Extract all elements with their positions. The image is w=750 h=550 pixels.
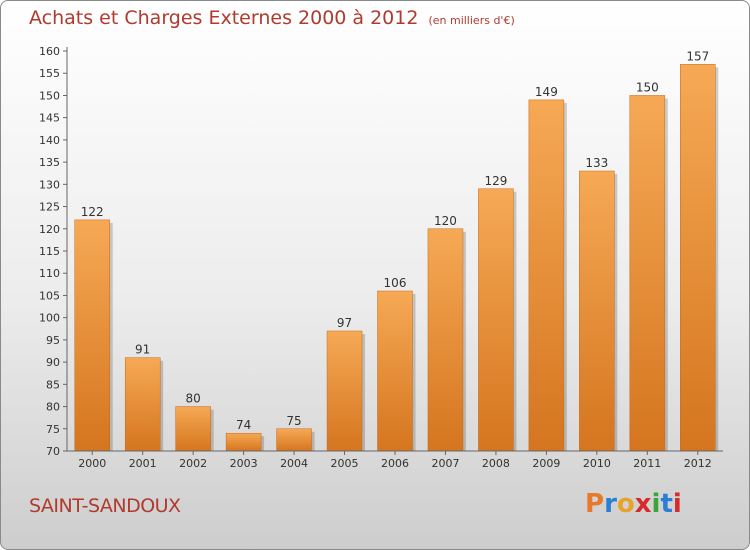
y-tick-label: 75 (46, 423, 60, 436)
data-label-2000: 122 (81, 205, 104, 219)
y-tick-label: 110 (39, 267, 60, 280)
logo-letter: i (672, 489, 682, 519)
proxiti-logo: Proxiti (585, 489, 682, 519)
logo-letter: i (651, 489, 661, 519)
data-label-2001: 91 (135, 343, 150, 357)
data-label-2002: 80 (186, 392, 201, 406)
y-tick-label: 100 (39, 312, 60, 325)
x-tick-label: 2006 (381, 457, 409, 470)
y-tick-label: 145 (39, 112, 60, 125)
logo-letter: t (660, 489, 673, 519)
y-tick-label: 120 (39, 223, 60, 236)
x-tick-label: 2003 (230, 457, 258, 470)
bar-2011 (629, 95, 666, 452)
bar-2012 (680, 64, 716, 452)
data-label-2010: 133 (585, 156, 608, 170)
commune-name: SAINT-SANDOUX (29, 495, 181, 517)
y-axis: 70 75 80 85 90 95 100 105 110 115 120 125 130 135 140 1… (39, 45, 68, 458)
y-tick-label: 135 (39, 156, 60, 169)
x-tick-label: 2012 (684, 457, 712, 470)
chart-title-text: Achats et Charges Externes 2000 à 2012 (29, 7, 419, 29)
logo-letter: o (616, 489, 635, 519)
data-label-2007: 120 (434, 214, 457, 228)
y-tick-label: 80 (46, 401, 60, 414)
x-tick-label: 2011 (633, 457, 661, 470)
y-tick-label: 160 (39, 45, 60, 58)
bar-2008 (478, 188, 514, 452)
bar-2005 (326, 330, 363, 452)
bar-2010 (579, 170, 615, 452)
data-label-2009: 149 (535, 85, 558, 99)
y-tick-label: 155 (39, 67, 60, 80)
bar-2007 (427, 228, 464, 452)
bars: 122 91 80 74 75 97 106 120 129 149 133 150 157 (74, 49, 719, 452)
data-label-2005: 97 (337, 316, 352, 330)
y-tick-label: 130 (39, 178, 60, 191)
bar-2003 (225, 432, 262, 452)
x-tick-label: 2004 (280, 457, 308, 470)
y-tick-label: 125 (39, 201, 60, 214)
x-tick-label: 2010 (583, 457, 611, 470)
y-tick-label: 90 (46, 356, 60, 369)
chart-title: Achats et Charges Externes 2000 à 2012 (e… (29, 7, 515, 29)
y-tick-label: 85 (46, 378, 60, 391)
data-label-2008: 129 (484, 174, 507, 188)
x-tick-label: 2002 (179, 457, 207, 470)
y-tick-label: 115 (39, 245, 60, 258)
x-tick-label: 2000 (78, 457, 106, 470)
x-tick-label: 2005 (331, 457, 359, 470)
bar-2009 (528, 99, 565, 452)
x-axis: 2000 2001 2002 2003 2004 2005 2006 2007 2008 2009… (67, 450, 723, 470)
data-label-2012: 157 (686, 49, 709, 63)
bar-2004 (276, 428, 312, 452)
chart-unit: (en milliers d'€) (428, 14, 515, 27)
data-label-2003: 74 (236, 418, 251, 432)
y-tick-label: 70 (46, 445, 60, 458)
y-tick-label: 95 (46, 334, 60, 347)
x-tick-label: 2001 (129, 457, 157, 470)
bar-2001 (124, 357, 161, 452)
bar-2002 (175, 406, 211, 452)
y-tick-label: 105 (39, 289, 60, 302)
data-label-2011: 150 (636, 80, 659, 94)
data-label-2004: 75 (286, 414, 301, 428)
y-tick-label: 140 (39, 134, 60, 147)
logo-letter: P (585, 489, 605, 519)
bar-2000 (74, 219, 110, 452)
logo-letter: r (604, 489, 617, 519)
y-tick-label: 150 (39, 89, 60, 102)
data-label-2006: 106 (384, 276, 407, 290)
x-tick-label: 2007 (431, 457, 459, 470)
bar-2006 (377, 290, 413, 452)
x-tick-label: 2008 (482, 457, 510, 470)
x-tick-label: 2009 (532, 457, 560, 470)
logo-letter: x (634, 489, 652, 519)
